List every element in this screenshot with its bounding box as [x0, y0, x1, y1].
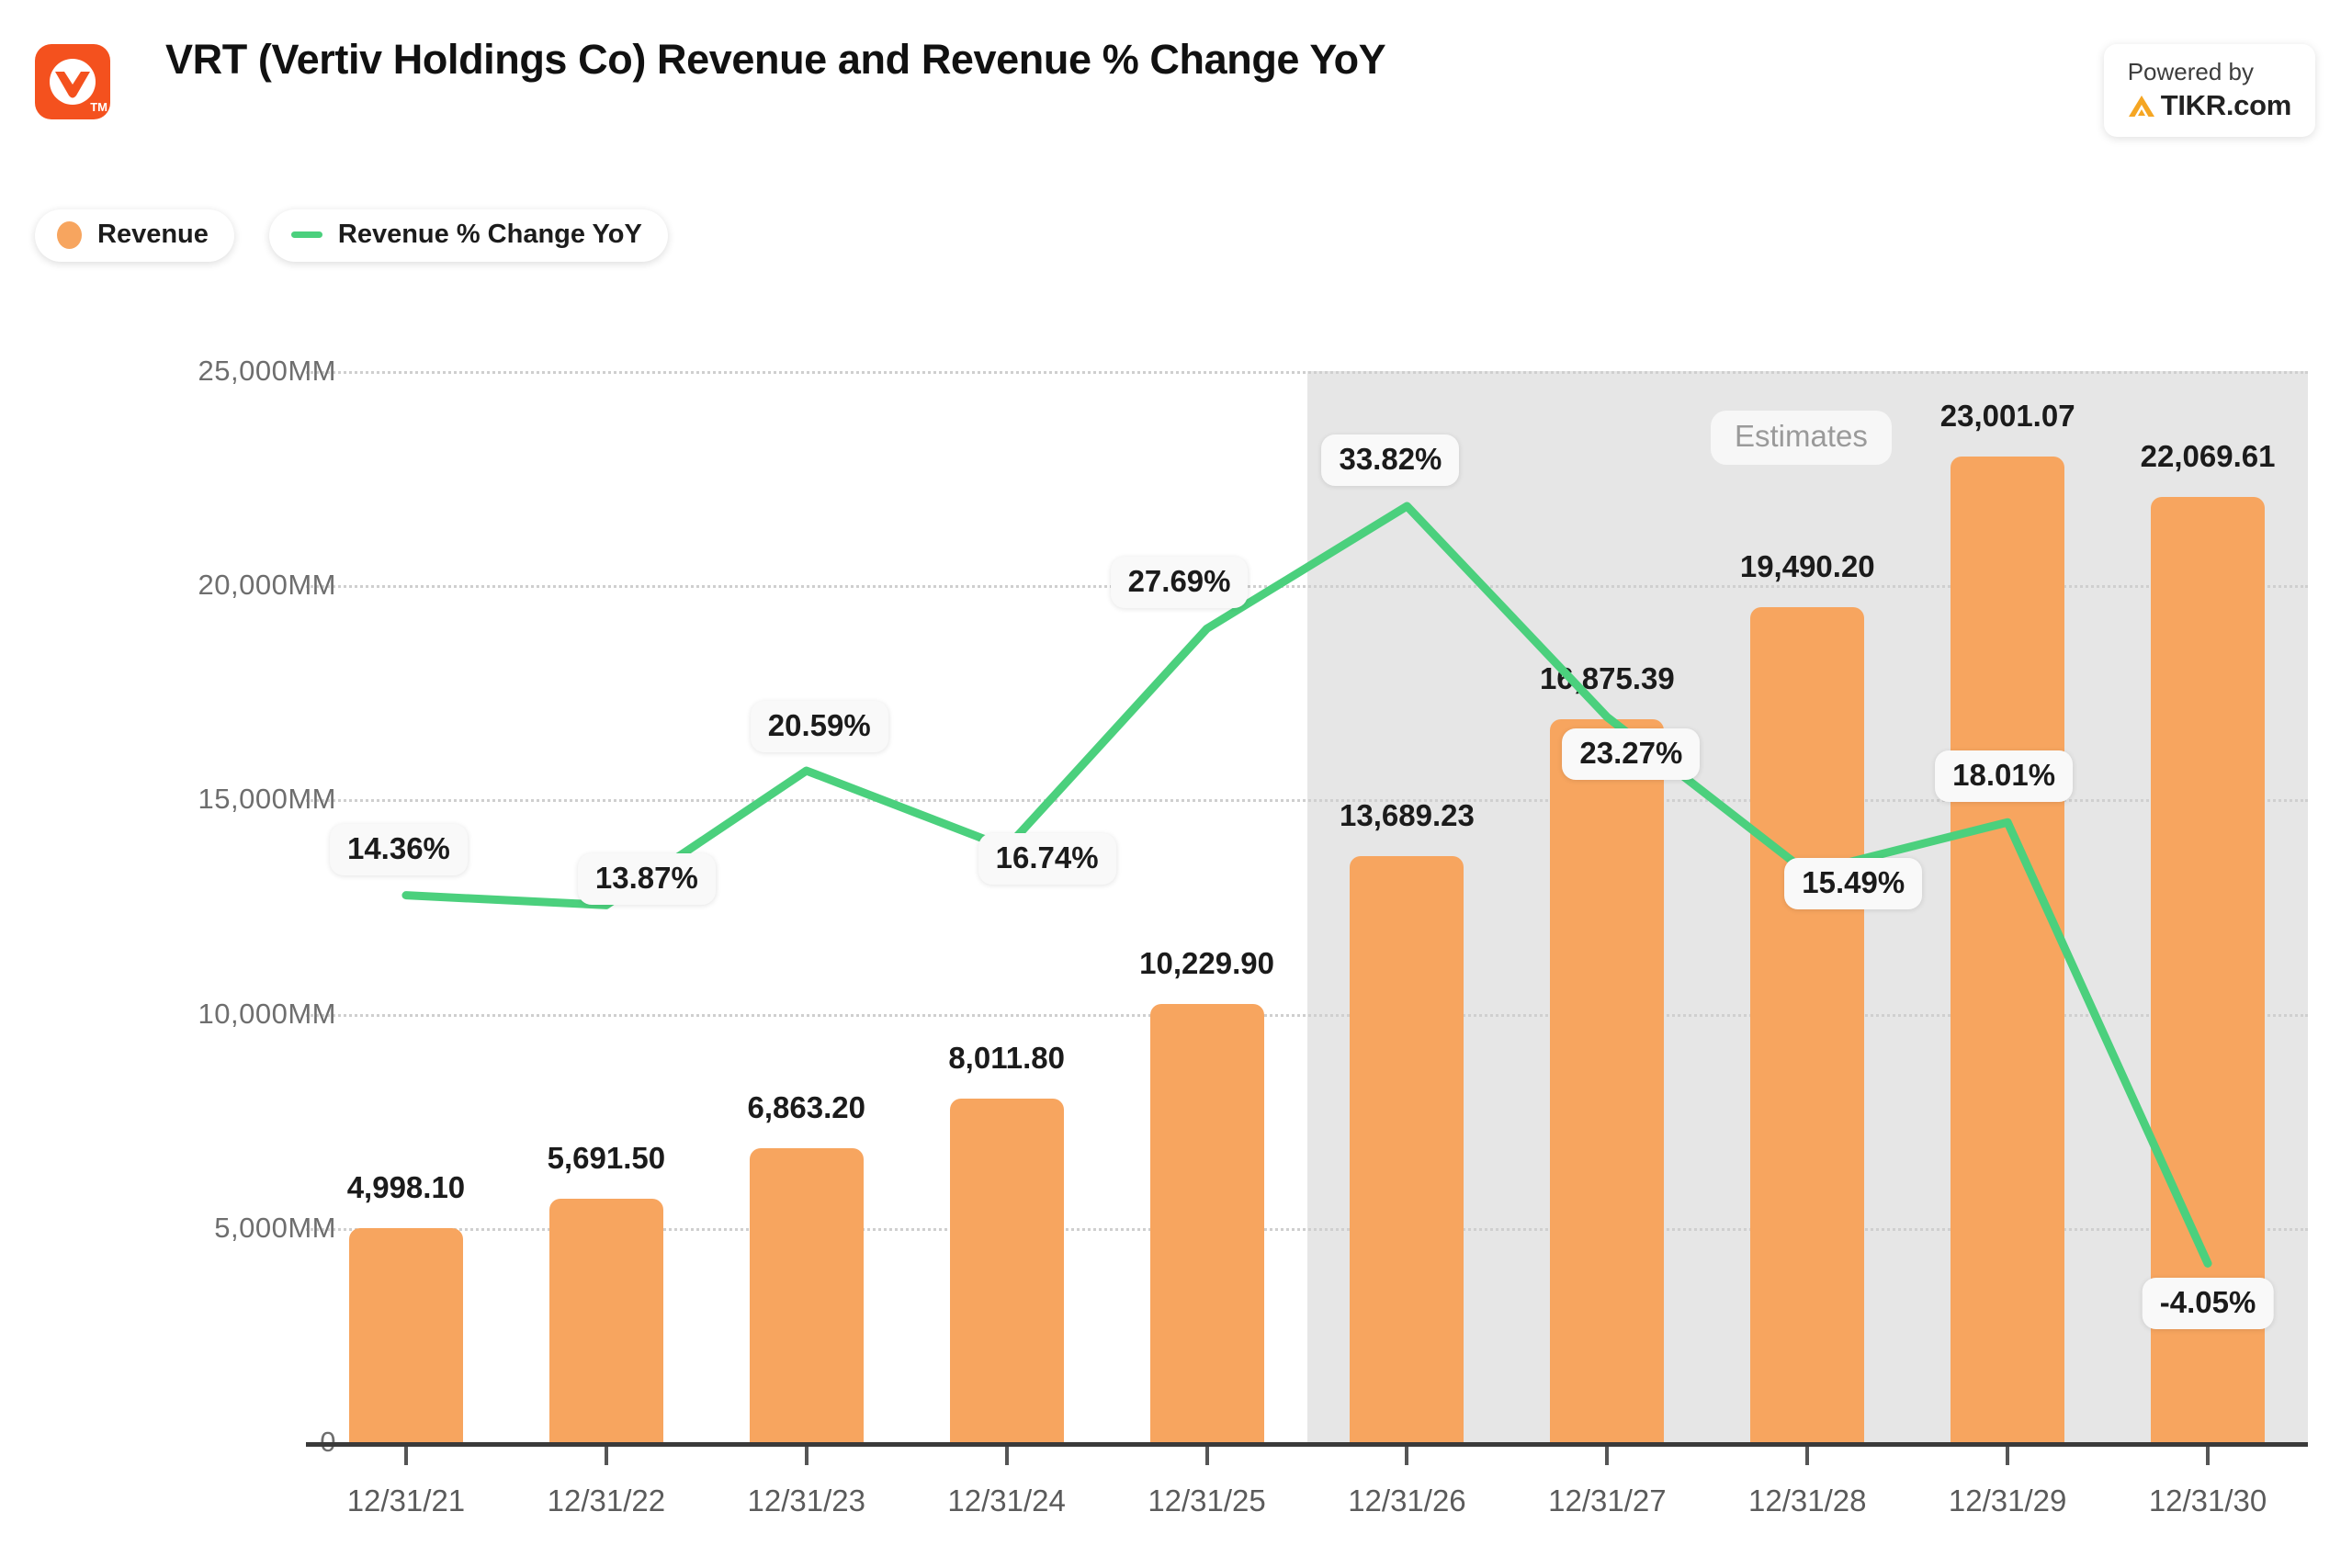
- logo-tm-text: TM: [90, 100, 107, 114]
- bar-value-label: 19,490.20: [1739, 548, 1875, 583]
- powered-by-badge: Powered by TIKR.com: [2103, 44, 2315, 137]
- revenue-bar[interactable]: [1550, 718, 1665, 1442]
- y-axis-tick-label: 25,000MM: [198, 355, 336, 387]
- pct-change-value-label: 23.27%: [1562, 728, 1701, 780]
- legend-item-revenue-pct-change[interactable]: Revenue % Change YoY: [268, 209, 668, 262]
- bar-value-label: 5,691.50: [547, 1140, 666, 1175]
- revenue-bar[interactable]: [1350, 855, 1464, 1442]
- x-axis-tick-label: 12/31/25: [1148, 1483, 1266, 1517]
- x-axis-tick: [804, 1447, 808, 1465]
- pct-change-value-label: 16.74%: [978, 832, 1116, 885]
- pct-change-value-label: 15.49%: [1784, 858, 1923, 910]
- pct-change-value-label: 13.87%: [577, 853, 716, 906]
- pct-change-value-label: 33.82%: [1321, 434, 1460, 486]
- revenue-bar[interactable]: [1149, 1003, 1264, 1442]
- x-axis-tick: [1004, 1447, 1009, 1465]
- x-axis-tick-label: 12/31/21: [346, 1483, 466, 1517]
- pct-change-value-label: -4.05%: [2142, 1278, 2274, 1330]
- pct-change-value-label: 20.59%: [750, 701, 888, 753]
- bar-value-label: 13,689.23: [1340, 797, 1475, 832]
- logo-v-glyph: [55, 72, 90, 98]
- pct-change-value-label: 14.36%: [329, 823, 468, 875]
- revenue-bar[interactable]: [949, 1099, 1064, 1442]
- x-axis-tick: [403, 1447, 408, 1465]
- chart-legend: Revenue Revenue % Change YoY: [35, 209, 668, 262]
- x-axis-tick: [1805, 1447, 1810, 1465]
- x-axis-tick-label: 12/31/23: [747, 1483, 865, 1517]
- revenue-bar[interactable]: [548, 1198, 663, 1442]
- x-axis-tick-label: 12/31/28: [1748, 1483, 1867, 1517]
- x-axis-tick-label: 12/31/30: [2148, 1483, 2267, 1517]
- x-axis-tick-label: 12/31/29: [1948, 1483, 2067, 1517]
- legend-item-revenue[interactable]: Revenue: [35, 209, 234, 262]
- powered-by-text: Powered by: [2127, 58, 2255, 85]
- x-axis-tick-label: 12/31/26: [1348, 1483, 1466, 1517]
- estimates-badge: Estimates: [1711, 411, 1892, 465]
- x-axis-tick-label: 12/31/22: [547, 1483, 666, 1517]
- revenue-bar[interactable]: [1951, 457, 2065, 1442]
- vertiv-v-logo-icon: TM: [35, 44, 110, 119]
- bar-value-label: 23,001.07: [1939, 399, 2075, 434]
- x-axis-tick: [604, 1447, 608, 1465]
- x-axis-tick-label: 12/31/24: [947, 1483, 1066, 1517]
- bar-value-label: 10,229.90: [1139, 945, 1274, 980]
- pct-change-value-label: 27.69%: [1110, 557, 1249, 609]
- y-axis-tick-label: 20,000MM: [198, 569, 336, 602]
- legend-label: Revenue: [97, 220, 209, 249]
- revenue-bar[interactable]: [348, 1227, 463, 1442]
- x-axis-tick: [1204, 1447, 1209, 1465]
- header: TM VRT (Vertiv Holdings Co) Revenue and …: [0, 0, 2352, 193]
- bar-value-label: 22,069.61: [2140, 438, 2276, 473]
- tikr-triangle-icon: [2128, 95, 2154, 117]
- revenue-bar[interactable]: [1750, 606, 1865, 1442]
- y-axis-tick-label: 10,000MM: [198, 997, 336, 1030]
- y-axis-tick-label: 15,000MM: [198, 783, 336, 816]
- pct-change-value-label: 18.01%: [1935, 750, 2074, 803]
- legend-label: Revenue % Change YoY: [337, 220, 642, 249]
- x-axis-tick: [1605, 1447, 1610, 1465]
- legend-line-icon: [290, 231, 322, 238]
- bar-value-label: 6,863.20: [747, 1089, 865, 1124]
- x-axis-tick: [2206, 1447, 2211, 1465]
- revenue-bar[interactable]: [749, 1147, 864, 1442]
- bar-value-label: 4,998.10: [346, 1169, 466, 1204]
- bar-value-label: 16,875.39: [1539, 660, 1675, 695]
- y-axis-tick-label: 5,000MM: [214, 1211, 336, 1244]
- x-axis-line: [306, 1442, 2308, 1447]
- x-axis-tick-label: 12/31/27: [1548, 1483, 1667, 1517]
- tikr-brand: TIKR.com: [2128, 89, 2291, 122]
- y-axis-tick-label: 0: [320, 1426, 336, 1459]
- tikr-brand-name: TIKR.com: [2160, 88, 2292, 121]
- legend-dot-icon: [57, 220, 82, 249]
- x-axis-tick: [2006, 1447, 2010, 1465]
- x-axis-tick: [1405, 1447, 1409, 1465]
- page-title: VRT (Vertiv Holdings Co) Revenue and Rev…: [165, 36, 1386, 83]
- gridline: [306, 371, 2308, 374]
- bar-value-label: 8,011.80: [948, 1041, 1065, 1076]
